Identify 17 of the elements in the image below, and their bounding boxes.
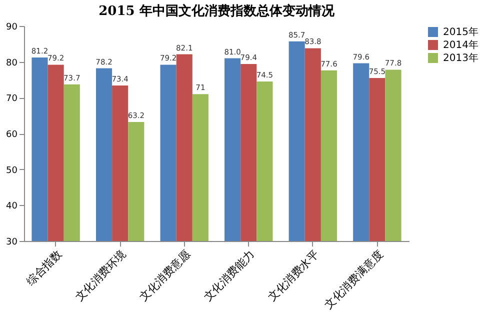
y-tick-label: 90 xyxy=(6,22,18,32)
y-tick-label: 60 xyxy=(6,130,18,140)
y-tick-label: 80 xyxy=(6,58,18,68)
x-tick-label: 文化消费水平 xyxy=(266,248,322,304)
y-tick-label: 70 xyxy=(6,94,18,104)
legend-label: 2013年 xyxy=(443,52,478,64)
chart-title: 2015 年中国文化消费指数总体变动情况 xyxy=(98,3,336,19)
x-tick-label: 文化消费意愿 xyxy=(136,248,193,304)
legend-label: 2014年 xyxy=(443,39,478,51)
y-tick-label: 50 xyxy=(6,166,18,176)
y-tick-label: 30 xyxy=(6,238,18,248)
x-tick-label: 综合指数 xyxy=(24,248,64,288)
x-tick-label: 文化消费环境 xyxy=(72,248,129,304)
x-tick-label: 文化消费能力 xyxy=(201,248,258,304)
y-tick-label: 40 xyxy=(6,202,18,212)
x-tick-label: 文化消费满意度 xyxy=(322,248,386,312)
legend-label: 2015年 xyxy=(443,26,478,38)
